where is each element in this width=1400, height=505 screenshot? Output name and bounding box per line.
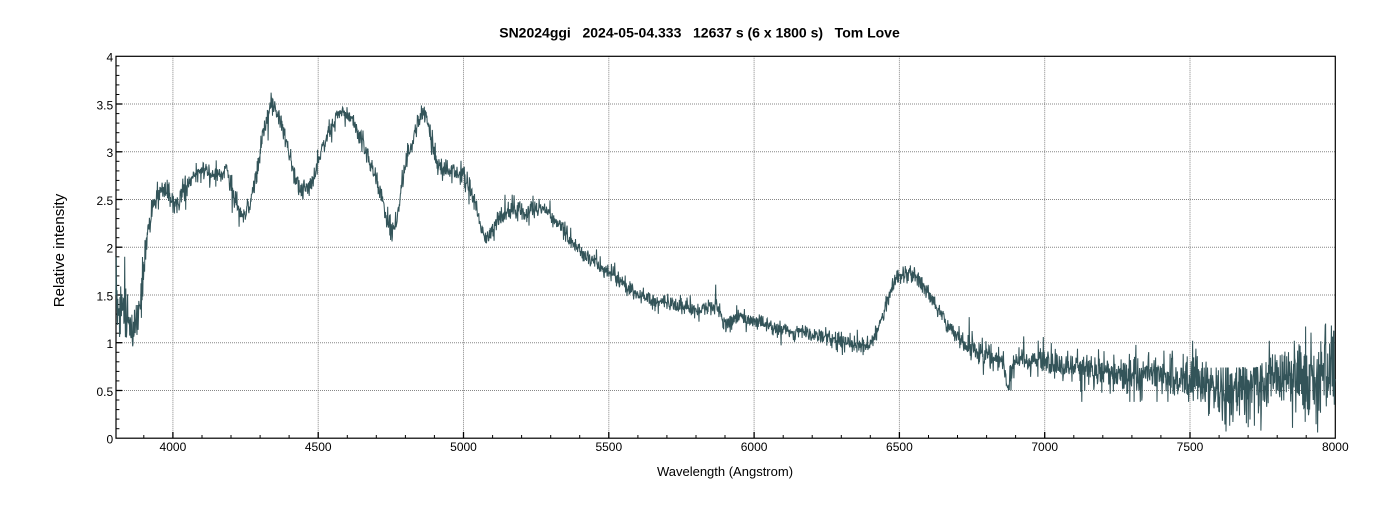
svg-text:1: 1	[107, 337, 114, 351]
svg-text:0: 0	[107, 433, 114, 447]
svg-text:4: 4	[107, 51, 114, 65]
svg-text:2: 2	[107, 242, 114, 256]
svg-text:5500: 5500	[595, 440, 622, 454]
svg-text:6000: 6000	[741, 440, 768, 454]
svg-text:6500: 6500	[886, 440, 913, 454]
svg-text:5000: 5000	[450, 440, 477, 454]
svg-text:1.5: 1.5	[97, 289, 114, 303]
svg-text:3.5: 3.5	[97, 98, 114, 112]
svg-text:4500: 4500	[305, 440, 332, 454]
svg-text:Relative intensity: Relative intensity	[51, 193, 68, 307]
svg-text:3: 3	[107, 146, 114, 160]
svg-text:Wavelength (Angstrom): Wavelength (Angstrom)	[657, 464, 793, 479]
svg-text:7000: 7000	[1031, 440, 1058, 454]
svg-text:8000: 8000	[1322, 440, 1349, 454]
svg-text:7500: 7500	[1177, 440, 1204, 454]
svg-text:SN2024ggi 2024-05-04.333 1: SN2024ggi 2024-05-04.333 12637 s (6 x 18…	[499, 25, 900, 41]
svg-text:4000: 4000	[160, 440, 187, 454]
svg-text:2.5: 2.5	[97, 194, 114, 208]
svg-text:0.5: 0.5	[97, 385, 114, 399]
